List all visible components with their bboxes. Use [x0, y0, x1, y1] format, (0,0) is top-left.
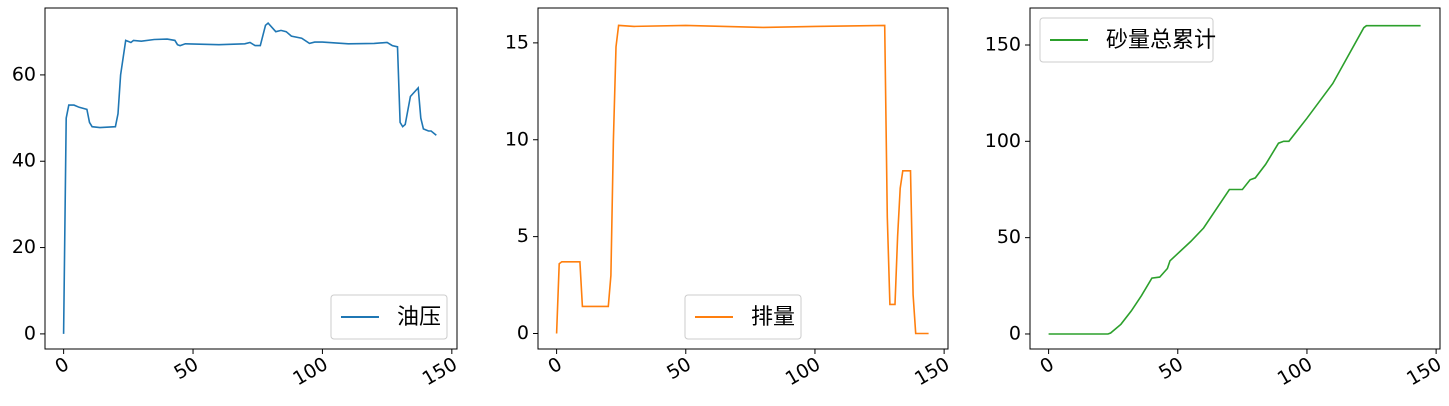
data-line — [555, 24, 929, 335]
x-tick-label: 150 — [419, 353, 461, 390]
y-tick-label: 150 — [985, 33, 1021, 55]
legend-box — [684, 294, 802, 340]
x-tick-label: 150 — [911, 353, 953, 390]
legend: 排量 — [684, 294, 802, 340]
y-tick-label: 0 — [1009, 322, 1021, 344]
y-tick-label: 100 — [985, 130, 1021, 152]
x-tick-label: 0 — [544, 353, 565, 378]
y-tick-label: 20 — [12, 236, 36, 258]
legend-label: 油压 — [397, 305, 441, 330]
data-line — [62, 21, 437, 334]
y-tick-label: 40 — [12, 150, 36, 172]
y-tick-label: 50 — [997, 226, 1021, 248]
legend-box — [330, 294, 448, 340]
y-tick-label: 0 — [517, 322, 529, 344]
x-tick-label: 0 — [1036, 353, 1057, 378]
data-line — [1048, 24, 1421, 335]
legend-label: 排量 — [751, 305, 795, 330]
legend: 砂量总累计 — [1039, 17, 1216, 63]
legend: 油压 — [330, 294, 448, 340]
x-tick-label: 50 — [1155, 353, 1187, 384]
y-tick-label: 5 — [517, 225, 529, 247]
x-tick-label: 100 — [1274, 353, 1316, 390]
legend-label: 砂量总累计 — [1106, 28, 1216, 53]
plot-frame — [44, 7, 458, 350]
x-tick-label: 100 — [289, 353, 331, 390]
x-tick-label: 100 — [782, 353, 824, 390]
y-tick-label: 15 — [505, 31, 529, 53]
x-tick-label: 50 — [663, 353, 695, 384]
y-tick-label: 60 — [12, 63, 36, 85]
x-tick-label: 50 — [170, 353, 202, 384]
plot-frame — [1029, 7, 1441, 350]
x-tick-label: 150 — [1403, 353, 1445, 390]
plot-frame — [537, 7, 949, 350]
x-tick-label: 0 — [51, 353, 72, 378]
y-tick-label: 0 — [24, 322, 36, 344]
y-tick-label: 10 — [505, 128, 529, 150]
legend-box — [1039, 17, 1214, 63]
